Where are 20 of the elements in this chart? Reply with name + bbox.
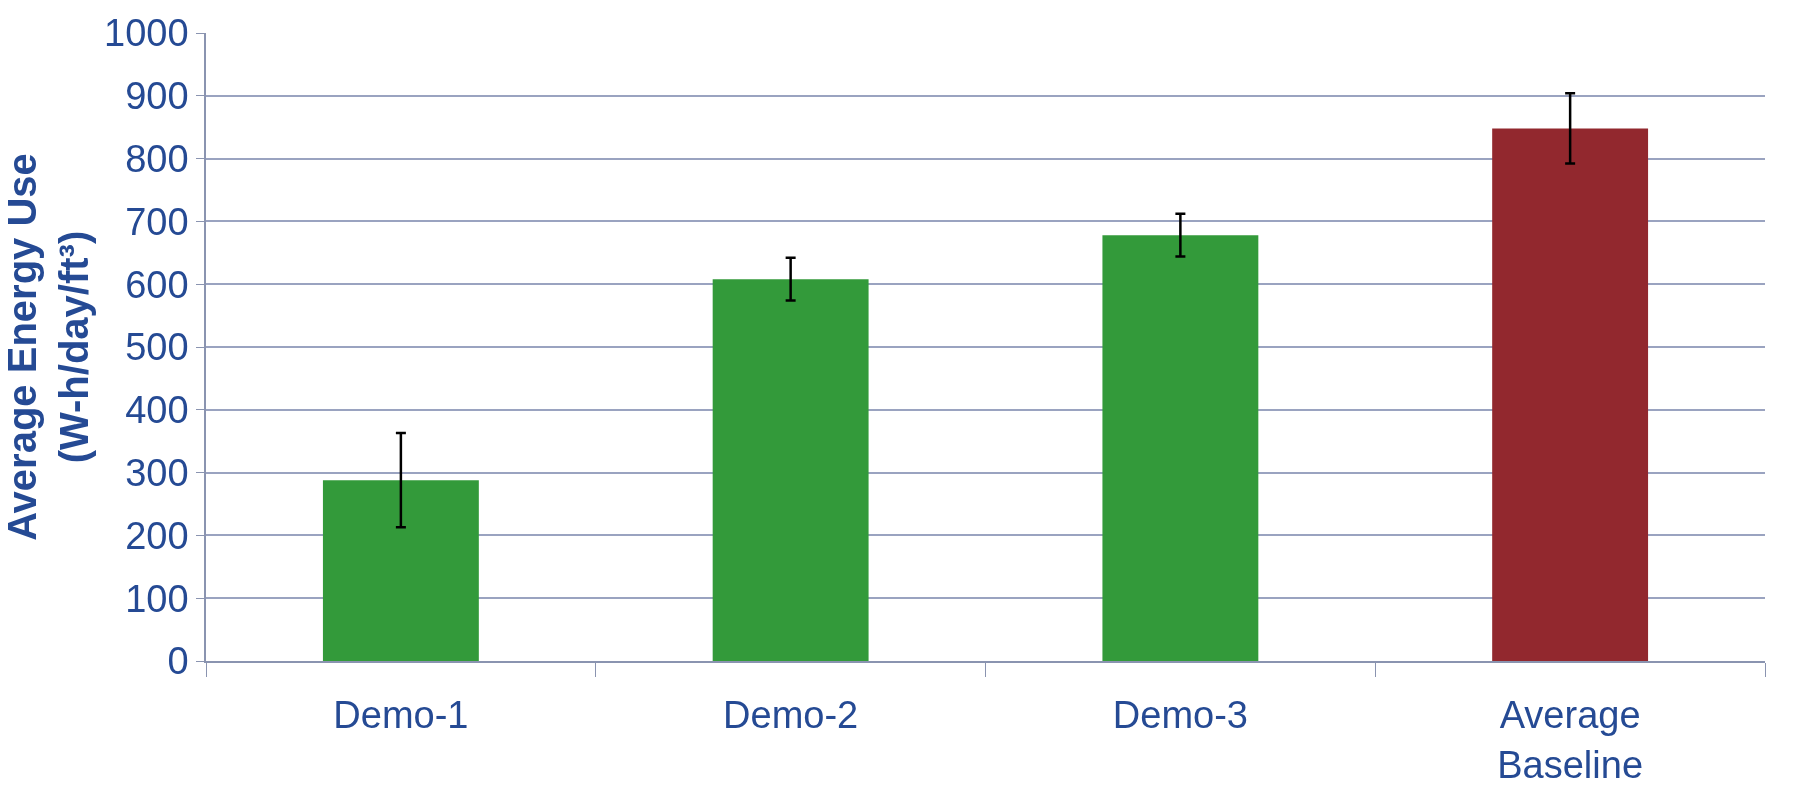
x-tick-label: Average Baseline <box>1497 694 1644 786</box>
x-tick-label: Demo-1 <box>333 694 469 737</box>
y-tick-label: 900 <box>125 75 189 118</box>
y-tick-label: 600 <box>125 263 189 306</box>
bar <box>1102 235 1259 661</box>
y-tick-label: 700 <box>125 200 189 243</box>
y-tick-label: 400 <box>125 389 189 432</box>
y-tick-label: 300 <box>125 451 189 494</box>
y-tick-label: 100 <box>125 577 189 620</box>
bar <box>1492 128 1649 661</box>
x-tick-label: Demo-3 <box>1112 694 1248 737</box>
y-axis-title: Average Energy Use (W-h/day/ft³) <box>0 153 96 541</box>
y-tick-label: 1000 <box>104 12 189 55</box>
bar <box>712 279 869 661</box>
y-tick-label: 0 <box>167 640 189 683</box>
bar <box>322 480 479 661</box>
y-tick-label: 200 <box>125 514 189 557</box>
x-tick-label: Demo-2 <box>723 694 859 737</box>
y-tick-label: 800 <box>125 137 189 180</box>
y-tick-label: 500 <box>125 326 189 369</box>
